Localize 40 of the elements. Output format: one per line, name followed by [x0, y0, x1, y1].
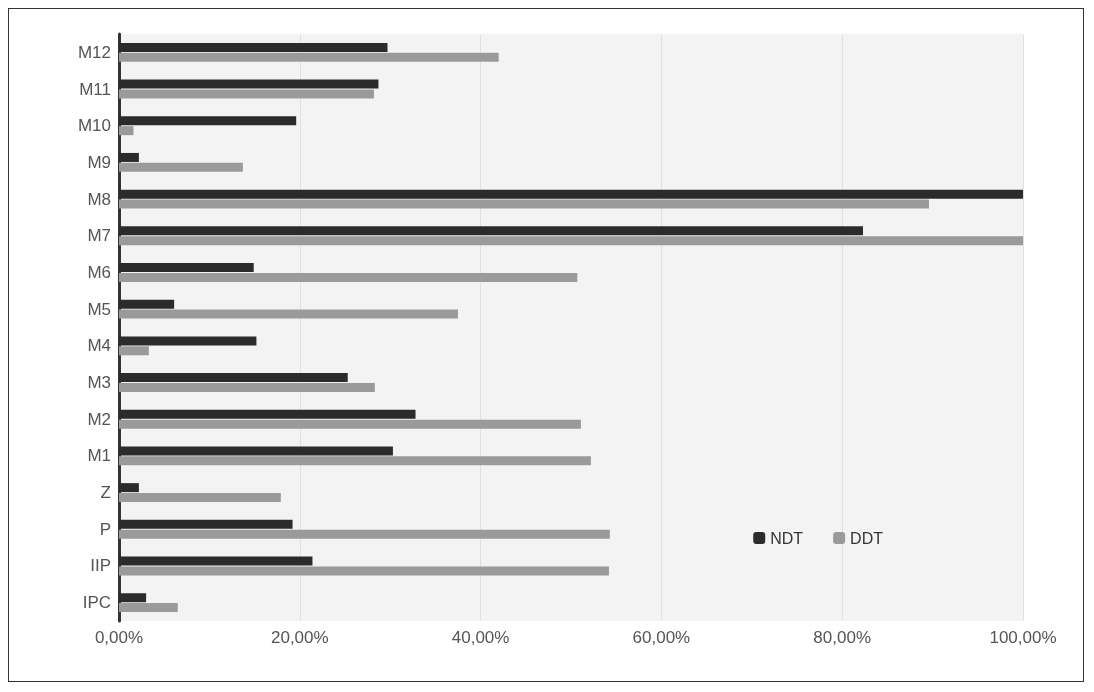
x-tick-label: 20,00%	[270, 628, 329, 647]
y-tick-label: M8	[87, 189, 111, 209]
x-tick-label: 40,00%	[451, 628, 510, 647]
legend-label: NDT	[770, 529, 804, 547]
bar	[119, 346, 149, 356]
bar	[119, 89, 374, 99]
y-tick-label: P	[99, 519, 111, 539]
y-tick-label: M10	[77, 116, 111, 136]
bar	[119, 566, 609, 576]
bar	[119, 529, 610, 539]
x-tick-label: 80,00%	[813, 628, 872, 647]
y-tick-label: M7	[87, 226, 111, 246]
y-tick-label: Z	[100, 483, 111, 503]
bar	[119, 272, 578, 282]
bar	[119, 199, 929, 209]
y-tick-label: M1	[87, 446, 111, 466]
legend-label: DDT	[850, 529, 884, 547]
y-tick-label: M11	[79, 79, 111, 99]
y-tick-label: M9	[87, 152, 111, 172]
bar	[119, 456, 591, 466]
y-tick-label: M6	[87, 262, 111, 282]
bar	[119, 382, 375, 392]
y-tick-label: M12	[77, 42, 111, 62]
y-tick-label: M5	[87, 299, 111, 319]
bar	[119, 603, 178, 613]
y-tick-label: IIP	[90, 556, 111, 576]
y-tick-label: M2	[87, 409, 111, 429]
bar	[119, 126, 134, 136]
bar	[119, 52, 499, 62]
y-tick-label: IPC	[82, 593, 111, 613]
bar	[119, 419, 581, 429]
bar	[119, 493, 281, 503]
x-tick-label: 0,00%	[94, 628, 144, 647]
bar	[119, 309, 458, 319]
y-tick-label: M4	[87, 336, 111, 356]
bar	[119, 236, 1023, 246]
y-tick-label: M3	[87, 373, 111, 393]
x-tick-label: 100,00%	[989, 628, 1057, 647]
x-tick-label: 60,00%	[632, 628, 691, 647]
bar	[119, 162, 243, 172]
